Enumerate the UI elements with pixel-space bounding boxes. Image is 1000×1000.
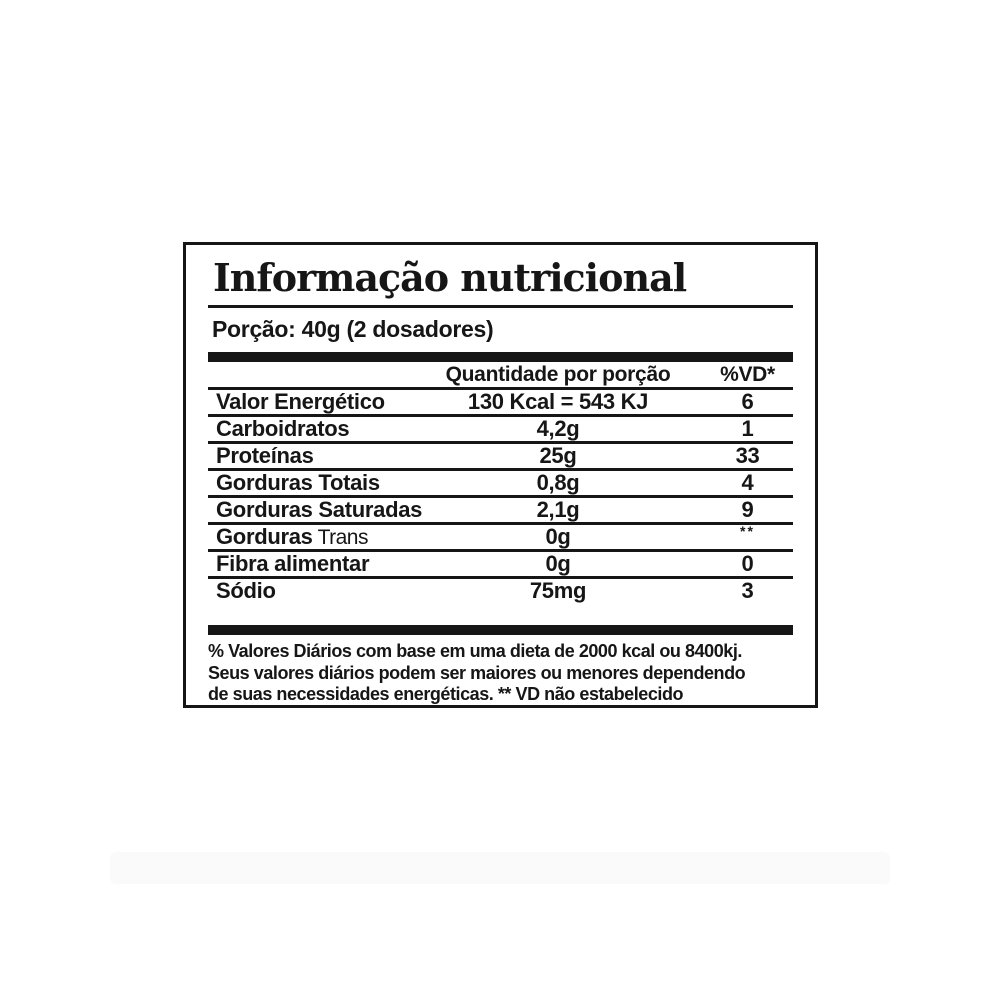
nutrient-name: Gorduras Saturadas [216, 497, 423, 522]
table-row: Gorduras Totais 0,8g 4 [208, 470, 793, 498]
nutrient-dv: 4 [741, 470, 754, 495]
nutrient-name: Sódio [216, 578, 276, 603]
nutrition-table: Quantidade por porção %VD* Valor Energét… [208, 362, 793, 603]
footnote-line: de suas necessidades energéticas. ** VD … [208, 684, 684, 704]
nutrient-dv: 3 [741, 578, 754, 603]
table-row: Gorduras Saturadas 2,1g 9 [208, 497, 793, 525]
table-row: Valor Energético 130 Kcal = 543 KJ 6 [208, 389, 793, 417]
table-row: Gorduras Trans 0g ** [208, 523, 793, 552]
table-row: Fibra alimentar 0g 0 [208, 551, 793, 579]
nutrient-quantity: 0g [545, 551, 571, 576]
nutrient-dv: 0 [741, 551, 754, 576]
nutrient-quantity: 4,2g [536, 416, 580, 441]
serving-size: Porção: 40g (2 dosadores) [212, 316, 494, 342]
nutrient-dv: ** [740, 523, 755, 539]
table-header-row: Quantidade por porção %VD* [208, 362, 793, 387]
daily-values-footnote: % Valores Diários com base em uma dieta … [208, 641, 798, 706]
label-title: Informação nutricional [213, 255, 687, 300]
nutrient-quantity: 75mg [529, 578, 587, 603]
nutrient-dv: 1 [741, 416, 754, 441]
footer-bar [208, 625, 793, 635]
nutrient-quantity: 0g [545, 524, 571, 549]
nutrient-name: Gorduras Totais [216, 470, 380, 495]
column-header-quantity: Quantidade por porção [445, 362, 671, 386]
table-row: Proteínas 25g 33 [208, 443, 793, 471]
scan-artifact-band [110, 852, 890, 884]
table-top-bar [208, 352, 793, 362]
nutrient-name: Fibra alimentar [216, 551, 370, 576]
nutrient-dv: 9 [741, 497, 754, 522]
table-row: Sódio 75mg 3 [208, 578, 793, 603]
table-row: Carboidratos 4,2g 1 [208, 416, 793, 444]
nutrient-quantity: 0,8g [536, 470, 580, 495]
header-divider [208, 387, 793, 390]
footnote-line: % Valores Diários com base em uma dieta … [208, 641, 742, 661]
nutrient-quantity: 25g [539, 443, 577, 468]
title-divider [208, 305, 793, 308]
nutrient-quantity: 130 Kcal = 543 KJ [467, 389, 649, 414]
nutrient-name: Gorduras Trans [216, 524, 368, 549]
nutrient-quantity: 2,1g [536, 497, 580, 522]
nutrient-dv: 6 [741, 389, 754, 414]
nutrient-name: Proteínas [216, 443, 314, 468]
nutrition-label: Informação nutricional Porção: 40g (2 do… [183, 242, 818, 708]
column-header-dv: %VD* [720, 362, 775, 386]
nutrient-dv: 33 [735, 443, 760, 468]
nutrient-name: Carboidratos [216, 416, 350, 441]
footnote-line: Seus valores diários podem ser maiores o… [208, 662, 746, 683]
nutrient-name: Valor Energético [216, 389, 385, 414]
